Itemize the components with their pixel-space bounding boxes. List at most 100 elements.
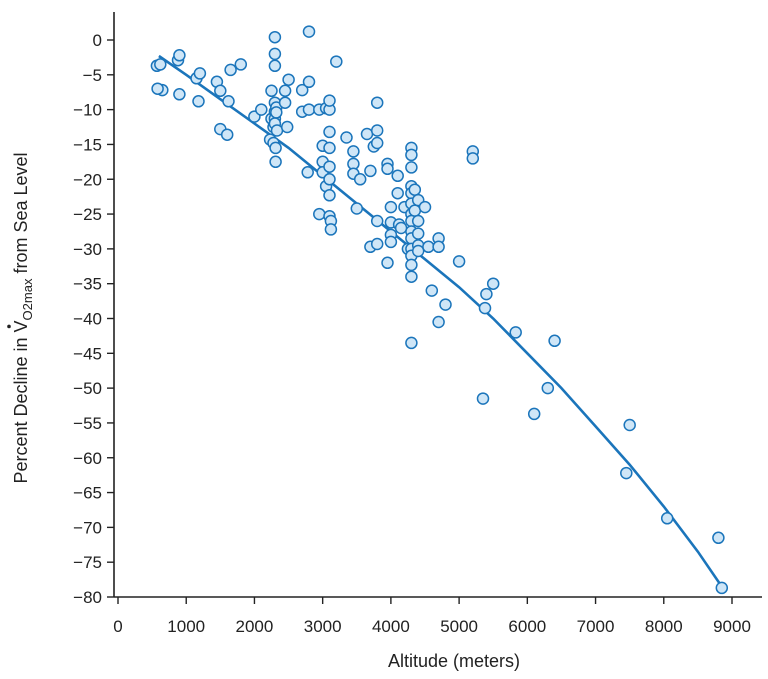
data-point	[405, 148, 418, 162]
data-point	[405, 258, 418, 272]
data-point	[432, 315, 445, 329]
y-tick-label: −5	[83, 66, 102, 85]
data-point	[411, 214, 425, 228]
x-tick-label: 4000	[372, 617, 410, 636]
data-point	[411, 244, 425, 258]
x-ticks: 0 1000 2000 3000 4000 5000 6000 7000 8000 9000	[113, 597, 751, 636]
x-tick-label: 5000	[440, 617, 478, 636]
x-tick-label: 6000	[508, 617, 546, 636]
y-tick-label: −35	[73, 275, 102, 294]
data-point	[370, 124, 384, 137]
data-point	[154, 58, 167, 71]
data-point	[391, 169, 404, 183]
data-point	[486, 277, 500, 290]
data-point	[324, 223, 338, 236]
data-point	[620, 466, 633, 480]
data-point	[660, 512, 674, 525]
data-point	[408, 204, 422, 217]
y-axis-title-prefix: Percent Decline in	[11, 332, 31, 483]
data-point	[302, 103, 316, 116]
data-point	[151, 82, 164, 95]
data-point	[270, 106, 283, 119]
y-axis-title-suffix: from Sea Level	[11, 152, 31, 278]
data-point	[405, 336, 418, 350]
data-point	[268, 59, 282, 73]
y-tick-label: −70	[73, 518, 102, 537]
data-point	[214, 84, 227, 98]
data-point	[313, 207, 326, 221]
data-point	[255, 103, 268, 116]
data-point	[452, 255, 466, 268]
y-axis-title: Percent Decline in VO2max from Sea Level	[11, 152, 35, 483]
data-point	[527, 407, 541, 421]
y-tick-label: −20	[73, 170, 102, 189]
x-tick-label: 1000	[167, 617, 205, 636]
x-tick-label: 7000	[577, 617, 615, 636]
data-point	[347, 145, 360, 158]
data-point	[439, 298, 452, 311]
y-tick-label: −25	[73, 205, 102, 224]
data-point	[370, 96, 384, 109]
data-point	[408, 183, 422, 196]
data-point	[405, 270, 418, 283]
y-tick-label: −60	[73, 449, 102, 468]
y-ticks: 0 −5 −10 −15 −20 −25 −30 −35 −40 −45 −50 −55 −60 −65 −…	[73, 31, 114, 607]
y-tick-label: −55	[73, 414, 102, 433]
data-point	[302, 75, 316, 89]
data-point	[193, 67, 207, 80]
data-point	[391, 186, 404, 200]
x-tick-label: 0	[113, 617, 122, 636]
y-tick-label: −50	[73, 379, 102, 398]
data-point	[480, 287, 493, 301]
data-point	[220, 128, 234, 141]
data-point	[268, 30, 282, 44]
y-axis-title-symbol: V	[11, 320, 31, 332]
data-point	[340, 131, 353, 144]
data-point	[173, 88, 186, 101]
y-tick-label: −40	[73, 310, 102, 329]
y-tick-label: −65	[73, 484, 102, 503]
data-point	[323, 94, 336, 107]
data-point	[384, 235, 398, 249]
data-point	[715, 581, 729, 595]
data-point	[234, 58, 248, 71]
data-point	[224, 63, 237, 77]
y-tick-label: −75	[73, 553, 102, 572]
data-point	[295, 83, 309, 97]
data-point	[323, 189, 336, 202]
data-point	[268, 47, 282, 61]
data-point	[192, 95, 205, 108]
y-tick-label: −30	[73, 240, 102, 259]
data-point	[282, 73, 295, 86]
data-point	[270, 124, 284, 137]
data-point	[623, 418, 636, 432]
data-point	[360, 127, 374, 141]
data-point	[173, 49, 186, 62]
y-tick-label: −45	[73, 344, 102, 363]
data-point	[548, 334, 561, 348]
data-point	[353, 173, 367, 186]
data-point	[301, 166, 314, 179]
data-point	[394, 221, 408, 235]
data-point	[323, 173, 336, 186]
y-tick-label: 0	[93, 31, 102, 50]
data-point	[278, 96, 292, 109]
data-point	[370, 214, 384, 228]
data-point	[269, 155, 282, 169]
x-tick-label: 8000	[645, 617, 683, 636]
data-point	[222, 95, 235, 108]
y-axis-title-subscript: O2max	[20, 278, 35, 320]
data-point	[265, 84, 278, 98]
data-point	[302, 25, 316, 38]
trend-line	[158, 54, 723, 588]
data-point	[712, 531, 725, 545]
x-tick-label: 3000	[304, 617, 342, 636]
data-point	[278, 84, 292, 98]
data-point	[350, 202, 364, 215]
data-point	[280, 120, 294, 134]
data-point	[330, 55, 343, 68]
data-point	[384, 200, 398, 214]
data-point	[418, 200, 432, 214]
data-point	[476, 392, 490, 405]
